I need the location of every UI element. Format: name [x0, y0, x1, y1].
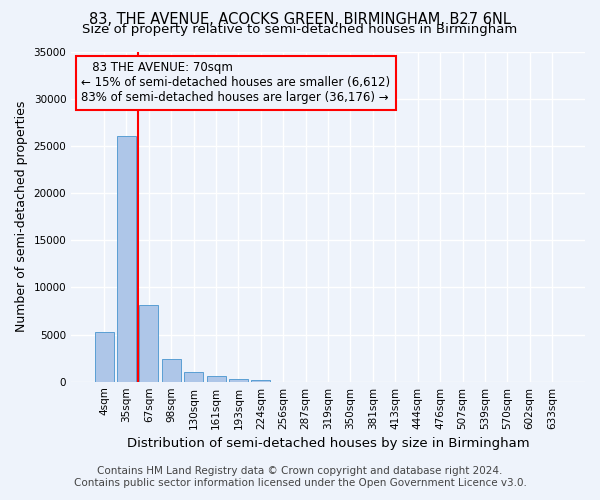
Bar [117, 136, 136, 382]
Y-axis label: Number of semi-detached properties: Number of semi-detached properties [15, 101, 28, 332]
Bar [229, 379, 248, 382]
Text: 83, THE AVENUE, ACOCKS GREEN, BIRMINGHAM, B27 6NL: 83, THE AVENUE, ACOCKS GREEN, BIRMINGHAM… [89, 12, 511, 28]
Bar [95, 332, 113, 382]
Bar [251, 380, 271, 382]
X-axis label: Distribution of semi-detached houses by size in Birmingham: Distribution of semi-detached houses by … [127, 437, 529, 450]
Text: Contains HM Land Registry data © Crown copyright and database right 2024.
Contai: Contains HM Land Registry data © Crown c… [74, 466, 526, 487]
Bar [162, 359, 181, 382]
Text: Size of property relative to semi-detached houses in Birmingham: Size of property relative to semi-detach… [82, 22, 518, 36]
Bar [139, 306, 158, 382]
Bar [206, 376, 226, 382]
Bar [184, 372, 203, 382]
Text: 83 THE AVENUE: 70sqm
← 15% of semi-detached houses are smaller (6,612)
83% of se: 83 THE AVENUE: 70sqm ← 15% of semi-detac… [82, 62, 391, 104]
